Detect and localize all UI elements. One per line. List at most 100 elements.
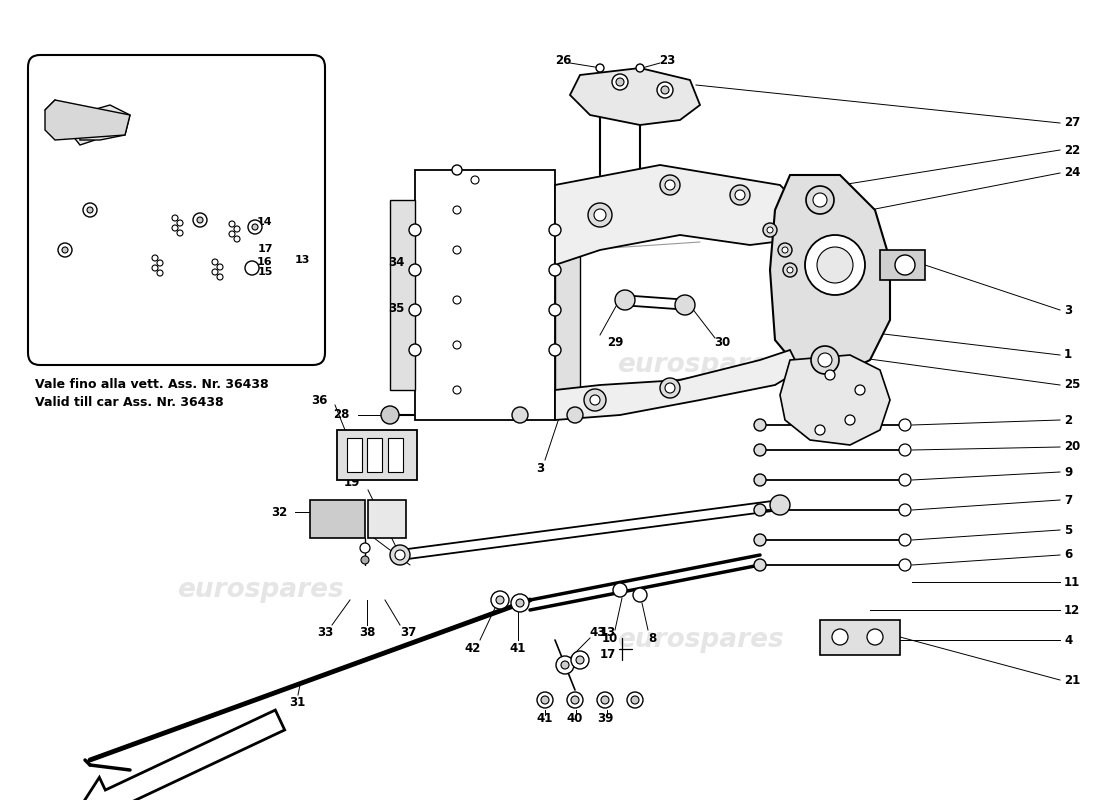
Circle shape	[234, 236, 240, 242]
Circle shape	[157, 270, 163, 276]
Circle shape	[212, 269, 218, 275]
Text: 37: 37	[400, 626, 416, 638]
Text: 8: 8	[648, 631, 656, 645]
Bar	[346, 438, 362, 472]
Text: 34: 34	[388, 255, 405, 269]
Text: 28: 28	[333, 409, 350, 422]
Circle shape	[613, 583, 627, 597]
Circle shape	[845, 415, 855, 425]
Circle shape	[576, 656, 584, 664]
Circle shape	[409, 264, 421, 276]
Text: 42: 42	[465, 642, 481, 654]
Circle shape	[767, 227, 773, 233]
Circle shape	[666, 180, 675, 190]
Text: 21: 21	[1064, 674, 1080, 686]
Polygon shape	[556, 200, 580, 390]
Text: 31: 31	[289, 697, 305, 710]
Circle shape	[172, 215, 178, 221]
Text: 32: 32	[271, 506, 287, 518]
Text: 15: 15	[257, 267, 273, 277]
Circle shape	[157, 260, 163, 266]
FancyArrow shape	[74, 710, 285, 800]
Circle shape	[615, 290, 635, 310]
Polygon shape	[390, 200, 415, 390]
Circle shape	[87, 207, 94, 213]
Text: 10: 10	[602, 631, 618, 645]
Text: eurospares: eurospares	[617, 627, 783, 653]
Circle shape	[229, 221, 235, 227]
Circle shape	[754, 419, 766, 431]
Circle shape	[496, 596, 504, 604]
Circle shape	[390, 545, 410, 565]
Circle shape	[566, 407, 583, 423]
Bar	[388, 438, 403, 472]
Circle shape	[571, 651, 588, 669]
Circle shape	[612, 74, 628, 90]
Circle shape	[217, 274, 223, 280]
Text: 2: 2	[1064, 414, 1072, 426]
Circle shape	[361, 556, 368, 564]
Circle shape	[584, 389, 606, 411]
Bar	[880, 250, 925, 280]
Circle shape	[899, 444, 911, 456]
Circle shape	[152, 255, 158, 261]
Text: 24: 24	[1064, 166, 1080, 179]
Circle shape	[229, 231, 235, 237]
Circle shape	[786, 267, 793, 273]
Circle shape	[754, 559, 766, 571]
Circle shape	[811, 346, 839, 374]
Polygon shape	[45, 100, 130, 140]
Circle shape	[805, 235, 865, 295]
Circle shape	[453, 386, 461, 394]
Text: 19: 19	[343, 477, 360, 490]
Circle shape	[541, 696, 549, 704]
Circle shape	[825, 370, 835, 380]
Circle shape	[549, 264, 561, 276]
Text: 27: 27	[1064, 117, 1080, 130]
Circle shape	[783, 263, 798, 277]
Text: 26: 26	[554, 54, 571, 66]
Circle shape	[763, 223, 777, 237]
Text: 6: 6	[1064, 549, 1072, 562]
Bar	[820, 620, 900, 655]
Circle shape	[217, 264, 223, 270]
Circle shape	[666, 383, 675, 393]
Circle shape	[660, 378, 680, 398]
Circle shape	[177, 230, 183, 236]
Circle shape	[832, 629, 848, 645]
Circle shape	[152, 265, 158, 271]
Circle shape	[855, 385, 865, 395]
Circle shape	[381, 406, 399, 424]
Circle shape	[234, 226, 240, 232]
Polygon shape	[556, 165, 810, 265]
Bar	[368, 500, 406, 538]
Circle shape	[172, 225, 178, 231]
Circle shape	[453, 296, 461, 304]
Polygon shape	[770, 175, 890, 375]
Text: 38: 38	[359, 626, 375, 638]
Circle shape	[813, 193, 827, 207]
Circle shape	[899, 504, 911, 516]
Circle shape	[782, 247, 788, 253]
Circle shape	[735, 190, 745, 200]
Circle shape	[512, 594, 529, 612]
Bar	[310, 500, 365, 538]
Text: 17: 17	[257, 244, 273, 254]
Circle shape	[453, 246, 461, 254]
Circle shape	[754, 444, 766, 456]
Circle shape	[594, 209, 606, 221]
Circle shape	[177, 220, 183, 226]
Circle shape	[616, 78, 624, 86]
Circle shape	[596, 64, 604, 72]
Polygon shape	[780, 355, 890, 445]
Polygon shape	[415, 170, 556, 420]
Circle shape	[588, 203, 612, 227]
Circle shape	[409, 224, 421, 236]
Polygon shape	[570, 68, 700, 125]
Circle shape	[556, 656, 574, 674]
Circle shape	[867, 629, 883, 645]
Circle shape	[537, 692, 553, 708]
Circle shape	[62, 247, 68, 253]
Text: 36: 36	[311, 394, 328, 406]
Text: 3: 3	[1064, 303, 1072, 317]
